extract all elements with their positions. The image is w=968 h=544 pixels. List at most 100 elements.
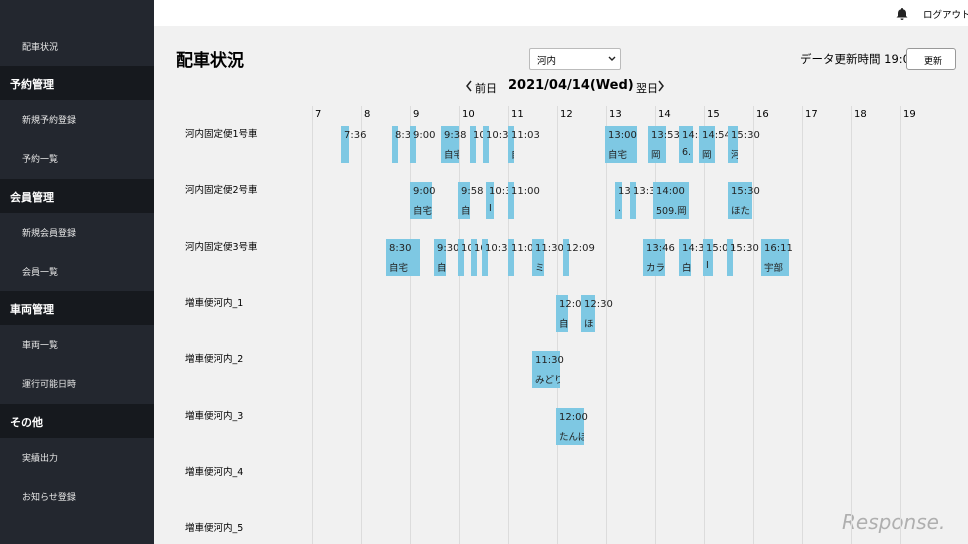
nav-item[interactable]: 配車状況 xyxy=(22,43,59,53)
nav-item[interactable]: 会員一覧 xyxy=(22,267,59,278)
trip-time: 9:00 xyxy=(413,130,436,141)
trip-time: 15:30 xyxy=(731,186,760,198)
next-day[interactable]: 翌日 xyxy=(636,82,658,95)
vehicle-name: 増車便河内_1 xyxy=(185,297,244,309)
trip-destination: 509.岡 xyxy=(656,206,687,218)
hour-label: 7 xyxy=(315,109,322,120)
nav-item[interactable]: お知らせ登録 xyxy=(22,492,76,503)
vehicle-name: 増車便河内_5 xyxy=(185,523,244,535)
trip-time: 14:30 xyxy=(682,242,711,254)
trip-time: 10:3 xyxy=(489,186,512,198)
trip-destination: 自宅 xyxy=(608,150,628,161)
trip-block[interactable] xyxy=(563,238,569,276)
trip-block[interactable]: 自宅 xyxy=(410,182,432,220)
trip-block[interactable] xyxy=(410,126,416,163)
grid-line xyxy=(312,106,313,544)
trip-time: 15:30 xyxy=(730,242,759,254)
trip-block[interactable]: 自宅 xyxy=(605,126,637,163)
nav-section: 会員管理 xyxy=(0,178,154,213)
hour-label: 12 xyxy=(560,109,573,120)
trip-block[interactable]: 自 xyxy=(508,126,514,163)
trip-block[interactable] xyxy=(341,126,349,163)
trip-time: 10:30 xyxy=(486,130,515,141)
trip-time: 12:30 xyxy=(584,298,613,310)
next-arrow[interactable] xyxy=(657,80,665,92)
date: 2021/04/14(Wed) xyxy=(508,78,634,93)
vehicle-name: 増車便河内_4 xyxy=(185,466,244,478)
vehicle-name: 河内固定便2号車 xyxy=(185,185,258,197)
trip-block[interactable] xyxy=(458,238,464,276)
page-title: 配車状況 xyxy=(176,51,244,71)
area-value: 河内 xyxy=(537,56,557,67)
trip-destination: 岡 xyxy=(702,150,712,161)
hour-label: 15 xyxy=(707,109,720,120)
trip-destination: I xyxy=(489,203,492,215)
trip-time: 10 xyxy=(461,242,474,254)
trip-block[interactable] xyxy=(727,238,733,276)
trip-destination: ほ xyxy=(584,318,594,330)
trip-block[interactable]: 509.岡 xyxy=(653,182,689,220)
trip-time: 13:00 xyxy=(608,130,637,141)
trip-time: 14:00 xyxy=(656,186,685,198)
prev-arrow[interactable] xyxy=(465,80,473,92)
trip-destination: 自宅 xyxy=(413,206,432,218)
nav-item[interactable]: 実績出力 xyxy=(22,453,59,464)
trip-block[interactable] xyxy=(483,126,489,163)
trip-block[interactable] xyxy=(392,126,398,163)
refresh-label: 更新 xyxy=(924,57,943,67)
nav-item[interactable]: 新規会員登録 xyxy=(22,228,77,239)
hour-label: 10 xyxy=(462,109,475,120)
trip-block[interactable]: たんぽ xyxy=(556,407,584,445)
trip-block[interactable] xyxy=(471,238,477,276)
trip-time: 9:38 xyxy=(444,130,467,141)
logout[interactable]: ログアウト xyxy=(923,10,968,21)
nav-item[interactable]: 運行可能日時 xyxy=(22,380,77,390)
vehicle-name: 増車便河内_3 xyxy=(185,410,244,422)
hour-label: 18 xyxy=(854,109,867,120)
prev-day[interactable]: 前日 xyxy=(475,82,497,95)
nav-item[interactable]: 予約一覧 xyxy=(22,155,59,165)
trip-block[interactable]: 自 xyxy=(556,294,568,332)
trip-block[interactable]: 河 xyxy=(728,126,738,163)
trip-time: 15:30 xyxy=(731,130,760,141)
grid-line xyxy=(508,106,509,544)
nav-section: その他 xyxy=(0,403,154,438)
trip-block[interactable]: 岡 xyxy=(648,126,666,163)
nav-section-title: その他 xyxy=(10,415,43,429)
bell-icon[interactable] xyxy=(896,7,908,20)
trip-block[interactable]: みどり xyxy=(532,351,560,389)
trip-block[interactable] xyxy=(482,238,488,276)
trip-block[interactable] xyxy=(508,182,514,220)
area-select[interactable]: 河内 xyxy=(529,48,621,70)
trip-block[interactable]: ミ xyxy=(532,238,544,276)
trip-block[interactable] xyxy=(508,238,514,276)
trip-block[interactable]: 岡 xyxy=(699,126,715,163)
trip-block[interactable]: 6. xyxy=(679,126,693,163)
trip-block[interactable]: 自 xyxy=(434,238,446,276)
hour-label: 13 xyxy=(609,109,622,120)
trip-block[interactable]: 白 xyxy=(679,238,691,276)
trip-time: 16:11 xyxy=(764,242,793,254)
trip-block[interactable]: ほ xyxy=(581,294,595,332)
nav-item[interactable]: 新規予約登録 xyxy=(22,116,77,126)
trip-time: 13:46 xyxy=(646,242,675,254)
trip-block[interactable]: ほた xyxy=(728,182,752,220)
trip-block[interactable]: 自宅 xyxy=(441,126,459,163)
nav-section: 予約管理 xyxy=(0,66,154,100)
trip-destination: カラ xyxy=(646,262,665,274)
trip-block[interactable] xyxy=(470,126,476,163)
trip-block[interactable]: . xyxy=(615,182,622,220)
trip-time: 13:53 xyxy=(651,130,680,141)
nav-item[interactable]: 車両一覧 xyxy=(22,341,59,351)
hour-label: 17 xyxy=(805,109,818,120)
trip-time: 12:00 xyxy=(559,411,588,423)
trip-block[interactable]: 宇部 xyxy=(761,238,789,276)
trip-block[interactable]: I xyxy=(486,182,494,220)
refresh-button[interactable]: 更新 xyxy=(906,48,956,70)
trip-block[interactable]: 自 xyxy=(458,182,470,220)
chevron xyxy=(608,56,616,61)
trip-block[interactable] xyxy=(630,182,636,220)
trip-block[interactable]: I xyxy=(703,238,713,276)
trip-block[interactable]: カラ xyxy=(643,238,665,276)
trip-block[interactable]: 自宅 xyxy=(386,238,420,276)
